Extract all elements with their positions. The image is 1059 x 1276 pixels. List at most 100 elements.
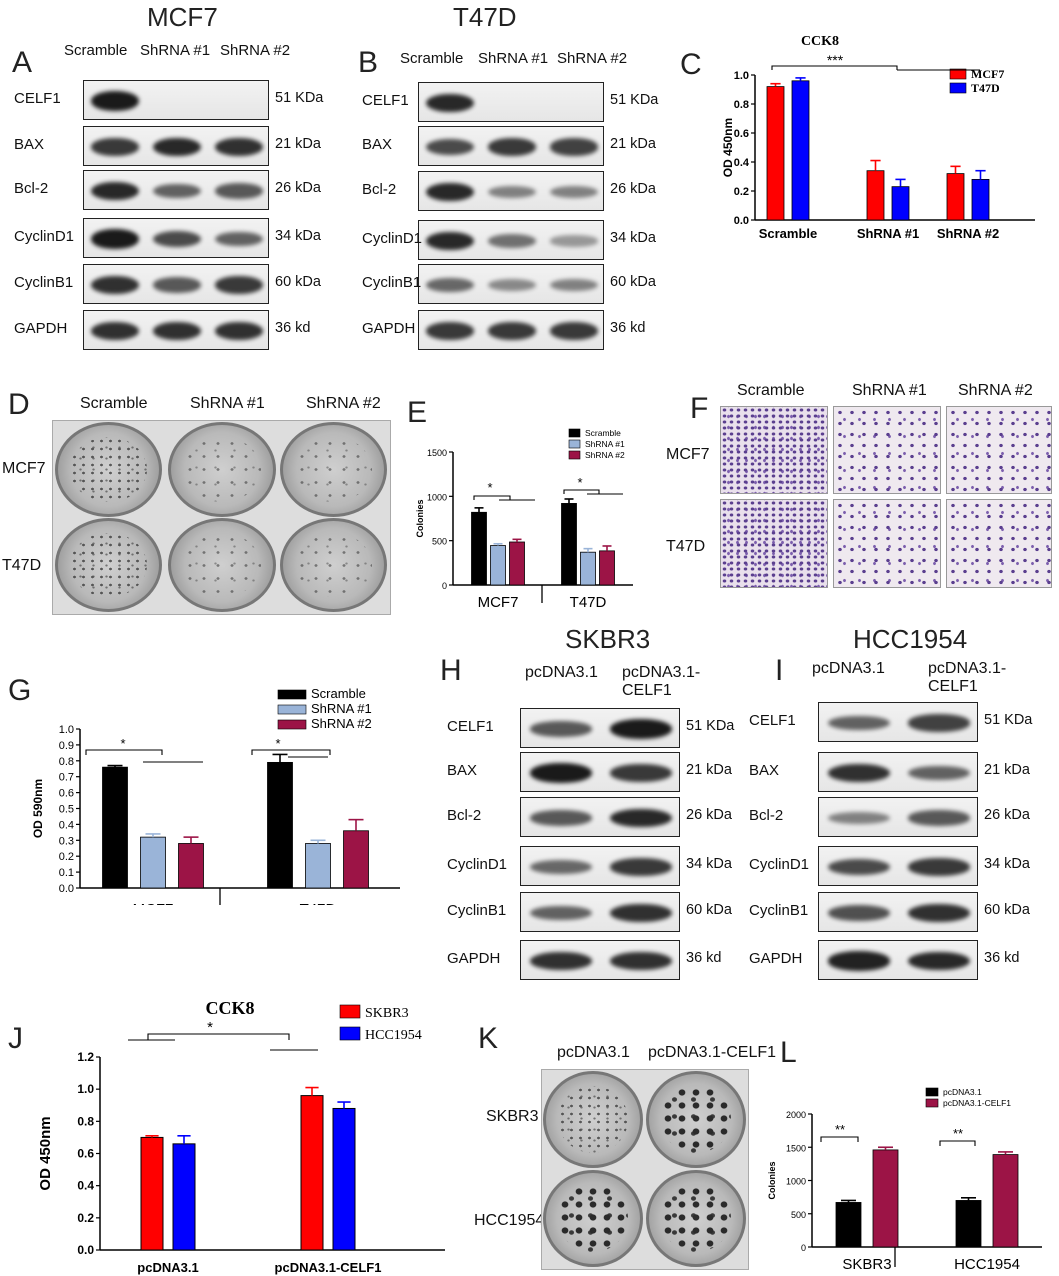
plate-col-label: ShRNA #1 xyxy=(190,395,265,412)
protein-band xyxy=(549,322,599,340)
molecular-weight-label: 34 kDa xyxy=(610,230,656,246)
molecular-weight-label: 51 KDa xyxy=(275,90,324,106)
legend-swatch xyxy=(568,439,581,449)
protein-band xyxy=(152,321,202,341)
transwell-col-label: ShRNA #2 xyxy=(958,382,1033,399)
y-tick-label: 0.4 xyxy=(734,157,750,169)
significance-label: *** xyxy=(827,52,844,68)
y-tick-label: 0.8 xyxy=(77,1114,94,1128)
legend-swatch xyxy=(568,428,581,438)
legend-label: pcDNA3.1-CELF1 xyxy=(943,1098,1011,1108)
molecular-weight-label: 51 KDa xyxy=(610,92,659,108)
y-tick-label: 1000 xyxy=(786,1177,806,1187)
blot-strip xyxy=(818,797,978,837)
y-tick-label: 500 xyxy=(432,537,447,547)
blot-strip xyxy=(83,170,269,210)
significance-label: * xyxy=(207,1019,213,1036)
bar xyxy=(946,173,965,221)
lane-label: ShRNA #2 xyxy=(220,42,291,59)
title-t47d: T47D xyxy=(453,2,517,32)
panel-letter-b: B xyxy=(358,46,379,79)
bar xyxy=(490,545,506,586)
transwell-row-label: MCF7 xyxy=(666,446,710,463)
y-tick-label: 1.2 xyxy=(77,1050,94,1064)
y-axis-label: OD 450nm xyxy=(37,1116,54,1190)
plate-row-label: T47D xyxy=(2,557,42,574)
molecular-weight-label: 36 kd xyxy=(686,950,722,966)
panel-letter-g: G xyxy=(8,674,32,707)
protein-label: GAPDH xyxy=(362,320,416,337)
protein-label: CyclinB1 xyxy=(749,902,809,919)
plate-col-label: pcDNA3.1 xyxy=(557,1044,630,1061)
legend-label: ShRNA #2 xyxy=(585,450,625,460)
molecular-weight-label: 60 kDa xyxy=(686,902,732,918)
y-axis-label: Colonies xyxy=(767,1161,777,1199)
colony-dish xyxy=(646,1170,746,1267)
significance-label: * xyxy=(577,475,582,490)
bar xyxy=(509,541,525,586)
y-tick-label: 0.4 xyxy=(77,1179,94,1193)
molecular-weight-label: 36 kd xyxy=(984,950,1020,966)
colony-dish xyxy=(543,1071,643,1168)
panel-letter-i: I xyxy=(775,654,784,687)
y-tick-label: 0.2 xyxy=(77,1211,94,1225)
colony-dish xyxy=(280,518,387,612)
protein-label: GAPDH xyxy=(447,950,501,967)
bar xyxy=(178,843,204,889)
protein-band xyxy=(487,322,537,340)
transwell-image xyxy=(720,406,828,494)
protein-label: BAX xyxy=(362,136,393,153)
protein-band xyxy=(529,763,593,783)
molecular-weight-label: 60 kDa xyxy=(610,274,656,290)
legend-label: HCC1954 xyxy=(365,1028,422,1043)
colony-dish xyxy=(646,1071,746,1168)
blot-strip xyxy=(520,940,680,980)
molecular-weight-label: 36 kd xyxy=(610,320,646,336)
lane-label: pcDNA3.1- CELF1 xyxy=(928,660,1007,696)
bar xyxy=(955,1200,982,1248)
y-tick-label: 0.2 xyxy=(59,851,74,863)
protein-band xyxy=(90,275,140,295)
significance-bracket xyxy=(473,495,511,500)
protein-band xyxy=(152,137,202,157)
transwell-image xyxy=(833,406,941,494)
legend-label: Scramble xyxy=(311,686,366,701)
y-tick-label: 0.6 xyxy=(59,788,74,800)
panel-letter-j: J xyxy=(8,1022,23,1055)
y-tick-label: 0.1 xyxy=(59,867,74,879)
bar xyxy=(471,511,487,586)
title-mcf7: MCF7 xyxy=(147,2,218,32)
y-tick-label: 0 xyxy=(801,1243,806,1253)
protein-band xyxy=(609,764,673,782)
bar xyxy=(300,1095,324,1251)
molecular-weight-label: 51 KDa xyxy=(686,718,735,734)
significance-label: ** xyxy=(835,1122,845,1137)
bar-chart-j: 0.0 0.2 0.4 0.6 0.8 1.0 1.2 OD 450nm pcDNA3.1 pcD… xyxy=(37,998,445,1275)
y-tick-label: 0.8 xyxy=(59,756,74,768)
blot-strip xyxy=(83,80,269,120)
x-category-label: MCF7 xyxy=(133,901,174,905)
title-hcc1954: HCC1954 xyxy=(853,624,968,654)
protein-band xyxy=(549,235,599,247)
panel-letter-c: C xyxy=(680,48,702,81)
bar xyxy=(599,550,615,586)
transwell-image xyxy=(720,499,828,588)
significance-bracket xyxy=(563,489,600,494)
y-tick-label: 1000 xyxy=(427,492,447,502)
legend-swatch xyxy=(949,82,967,94)
transwell-row-label: T47D xyxy=(666,538,706,555)
chart-title: CCK8 xyxy=(206,998,255,1018)
protein-band xyxy=(609,719,673,739)
legend-swatch xyxy=(925,1098,939,1108)
bar xyxy=(140,836,166,889)
colony-dish xyxy=(55,422,162,517)
protein-label: CyclinB1 xyxy=(14,274,74,291)
blot-strip xyxy=(418,82,604,122)
protein-band xyxy=(90,321,140,341)
bar-chart-l: 0 500 1000 1500 2000 Colonies SKBR3 HCC1954 pcDN… xyxy=(767,1087,1042,1273)
protein-label: BAX xyxy=(14,136,45,153)
protein-band xyxy=(549,278,599,292)
transwell-image xyxy=(833,499,941,588)
protein-band xyxy=(529,905,593,921)
x-category-label: T47D xyxy=(570,594,607,611)
